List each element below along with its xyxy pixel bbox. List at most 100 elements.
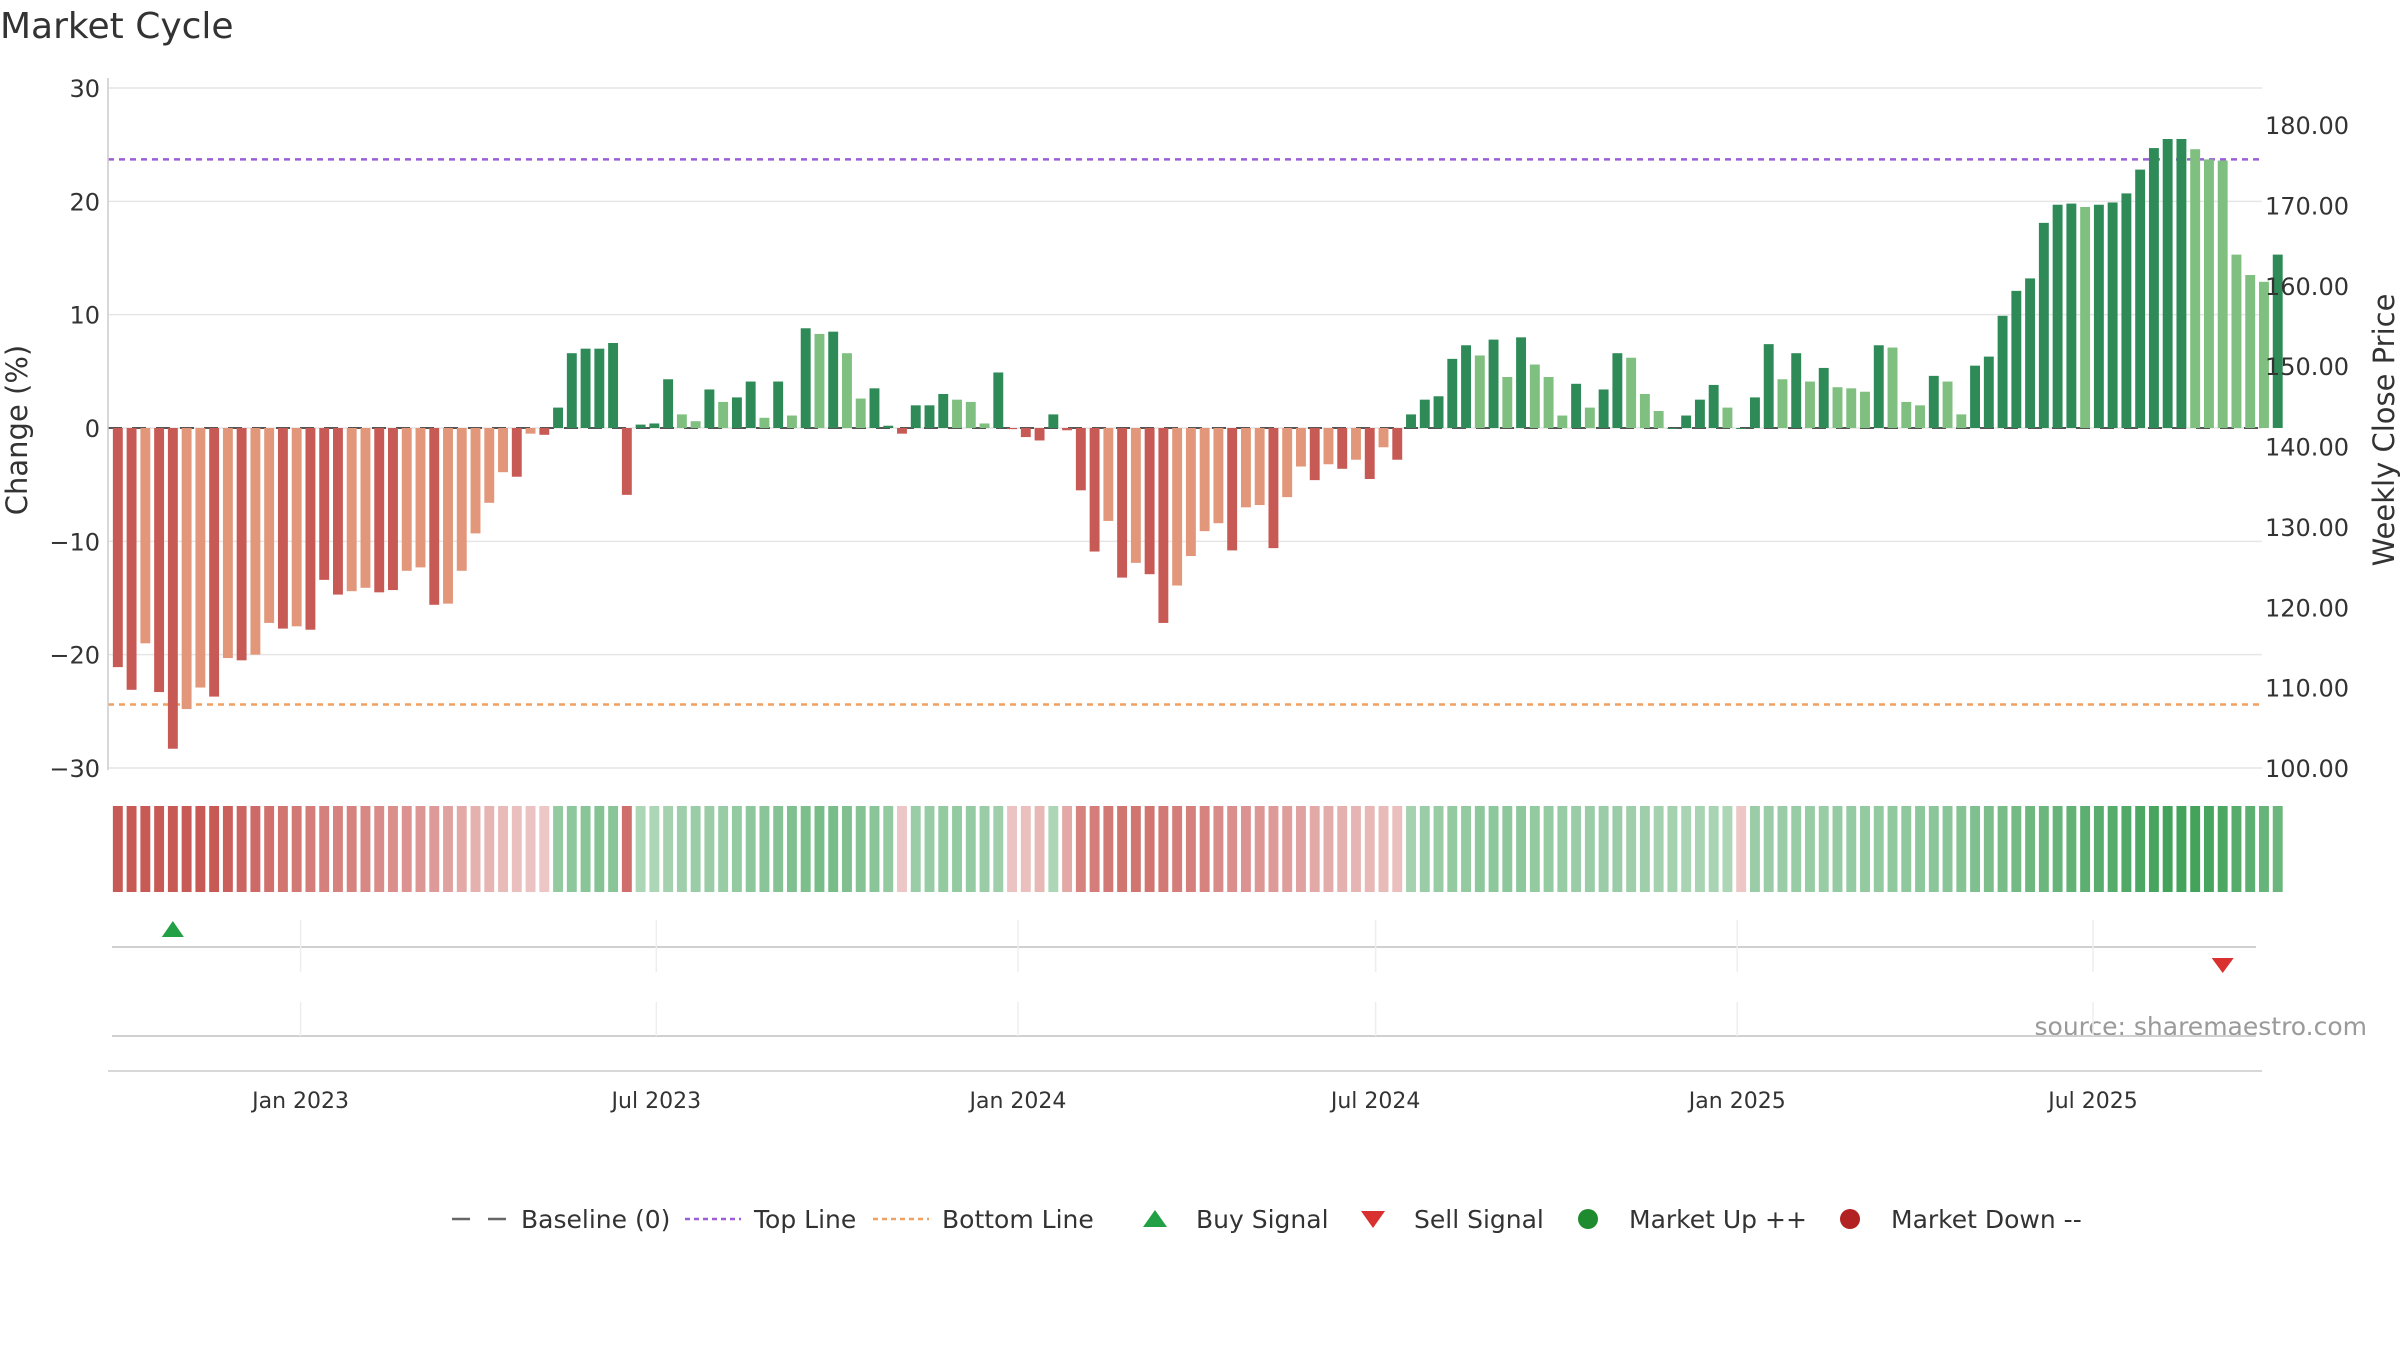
strip-cell bbox=[319, 806, 330, 892]
strip-cell bbox=[1571, 806, 1582, 892]
strip-cell bbox=[1516, 806, 1527, 892]
strip-cell bbox=[1901, 806, 1912, 892]
bar bbox=[2231, 254, 2242, 428]
bar bbox=[1048, 414, 1059, 428]
bar bbox=[608, 343, 619, 428]
strip-cell bbox=[2121, 806, 2132, 892]
strip-cell bbox=[1433, 806, 1444, 892]
strip-cell bbox=[993, 806, 1004, 892]
bar bbox=[1392, 428, 1403, 460]
strip-cell bbox=[2107, 806, 2118, 892]
strip-cell bbox=[938, 806, 949, 892]
strip-cell bbox=[2080, 806, 2091, 892]
strip-cell bbox=[1970, 806, 1981, 892]
strip-cell bbox=[429, 806, 440, 892]
bar bbox=[126, 428, 137, 690]
bar bbox=[1626, 357, 1637, 428]
bar bbox=[1351, 428, 1361, 460]
strip-cell bbox=[1708, 806, 1719, 892]
bar bbox=[1378, 428, 1389, 448]
strip-cell bbox=[1007, 806, 1018, 892]
strip-cell bbox=[1915, 806, 1925, 892]
bar bbox=[828, 331, 839, 428]
strip-cell bbox=[2093, 806, 2104, 892]
bar bbox=[1447, 358, 1458, 428]
strip-cell bbox=[332, 806, 343, 892]
strip-cell bbox=[676, 806, 687, 892]
strip-cell bbox=[1117, 806, 1128, 892]
strip-cell bbox=[2148, 806, 2159, 892]
bar bbox=[1722, 407, 1733, 428]
strip-cell bbox=[553, 806, 564, 892]
bar bbox=[580, 348, 591, 428]
strip-cell bbox=[2011, 806, 2022, 892]
strip-cell bbox=[1928, 806, 1939, 892]
bar bbox=[222, 428, 233, 659]
strip-cell bbox=[277, 806, 288, 892]
bar bbox=[1681, 415, 1692, 428]
strip-cell bbox=[1048, 806, 1059, 892]
strip-cell bbox=[897, 806, 907, 892]
y-tick-left: 20 bbox=[69, 188, 100, 216]
bar bbox=[1364, 428, 1375, 479]
bar bbox=[676, 414, 687, 428]
bar bbox=[1612, 353, 1623, 428]
strip-cell bbox=[1254, 806, 1265, 892]
strip-cell bbox=[1378, 806, 1389, 892]
bar bbox=[2038, 222, 2049, 428]
y-tick-right: 150.00 bbox=[2265, 353, 2349, 381]
y-axis-right-title: Weekly Close Price bbox=[2367, 294, 2400, 567]
strip-cell bbox=[883, 806, 894, 892]
bar bbox=[979, 423, 990, 428]
strip-cell bbox=[608, 806, 619, 892]
strip-cell bbox=[2038, 806, 2049, 892]
bar bbox=[1791, 353, 1802, 428]
strip-cell bbox=[1626, 806, 1637, 892]
strip-cell bbox=[2203, 806, 2214, 892]
axes: 30 20 10 0 −10 −20 −30 180.00 170.00 160.00 150.00… bbox=[49, 75, 2349, 1114]
strip-cell bbox=[2025, 806, 2036, 892]
strip-cell bbox=[745, 806, 756, 892]
bar bbox=[374, 428, 385, 593]
bar bbox=[277, 428, 288, 629]
bar bbox=[2259, 281, 2269, 428]
bar bbox=[883, 425, 894, 428]
bar bbox=[1928, 375, 1939, 428]
bar bbox=[1117, 428, 1128, 578]
legend-label: Sell Signal bbox=[1414, 1205, 1544, 1234]
strip-cell bbox=[566, 806, 577, 892]
bar bbox=[305, 428, 316, 630]
strip-cell bbox=[2217, 806, 2228, 892]
bar bbox=[1529, 364, 1540, 428]
strip-cell bbox=[1736, 806, 1747, 892]
y-tick-left: 0 bbox=[85, 415, 100, 443]
bar bbox=[140, 428, 151, 644]
strip-cell bbox=[649, 806, 660, 892]
bar bbox=[1185, 428, 1196, 557]
bar bbox=[511, 428, 522, 477]
strip-cell bbox=[855, 806, 866, 892]
strip-cell bbox=[1199, 806, 1210, 892]
bar bbox=[704, 389, 715, 428]
bar-series bbox=[112, 139, 2283, 749]
bar bbox=[1805, 381, 1815, 428]
strip-cell bbox=[1474, 806, 1485, 892]
bar bbox=[690, 421, 701, 428]
y-tick-left: −30 bbox=[49, 755, 100, 783]
strip-cell bbox=[580, 806, 591, 892]
bar bbox=[1942, 381, 1953, 428]
bar bbox=[1062, 428, 1073, 431]
bar bbox=[718, 401, 729, 428]
legend-label: Bottom Line bbox=[942, 1205, 1094, 1234]
strip-cell bbox=[1832, 806, 1843, 892]
strip-cell bbox=[2135, 806, 2146, 892]
strip-cell bbox=[1323, 806, 1334, 892]
bar bbox=[525, 428, 536, 434]
strip-cell bbox=[1639, 806, 1650, 892]
strip-cell bbox=[2245, 806, 2256, 892]
bar bbox=[401, 428, 412, 571]
bar bbox=[1997, 315, 2008, 428]
y-tick-left: 30 bbox=[69, 75, 100, 103]
cycle-strip bbox=[112, 806, 2283, 892]
